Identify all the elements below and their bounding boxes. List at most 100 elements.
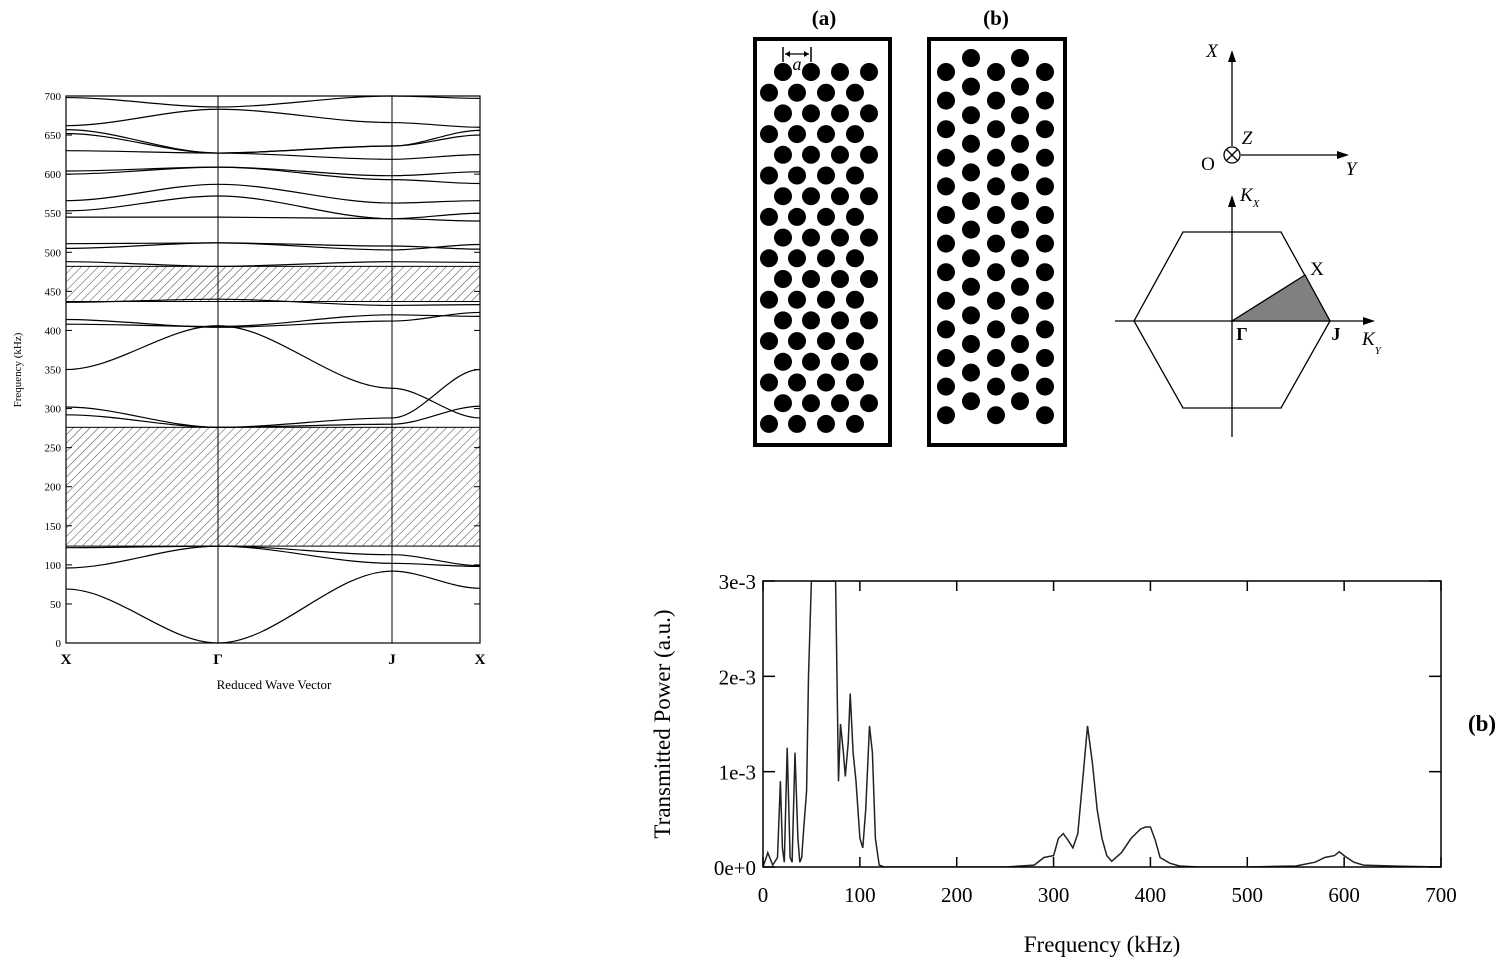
lattice-hole [937,291,955,310]
axis-x-label: X [1205,41,1219,62]
band-gap-1 [65,426,481,547]
lattice-hole [760,373,778,392]
lattice-hole [937,91,955,110]
transmission-ylabel: Transmitted Power (a.u.) [650,609,675,838]
lattice-hole [1036,120,1054,139]
ky-axis-label: KY [1361,329,1383,357]
lattice-hole [937,63,955,81]
lattice-hole [831,352,849,371]
transmission-x-tick-label: 0 [758,883,769,907]
lattice-panel-a: (a) a [753,6,892,447]
lattice-hole [962,277,980,296]
lattice-hole [937,406,955,425]
lattice-hole [831,187,849,206]
lattice-hole [802,63,820,81]
lattice-hole [788,207,806,226]
lattice-label-b: (b) [983,6,1009,30]
lattice-hole [1036,91,1054,110]
lattice-hole [760,249,778,268]
lattice-hole [802,187,820,206]
lattice-hole [774,63,792,81]
lattice-hole [788,83,806,102]
band-y-tick-label: 700 [45,91,62,103]
transmission-y-tick-label: 2e-3 [719,665,756,689]
lattice-hole [860,394,878,413]
lattice-hole [760,83,778,102]
lattice-hole [846,373,864,392]
coordinate-axes-diagram: X Y Z O [1201,41,1359,180]
lattice-hole [817,125,835,144]
band-y-tick-label: 650 [45,130,62,142]
band-k-point-label: X [475,652,486,668]
lattice-hole [817,207,835,226]
lattice-hole [817,83,835,102]
lattice-hole [860,187,878,206]
lattice-hole [937,263,955,282]
lattice-hole [1011,220,1029,239]
transmission-plot-frame [762,580,1442,868]
band-y-tick-label: 250 [45,443,62,455]
band-y-tick-label: 300 [45,404,62,416]
lattice-hole [1036,63,1054,81]
band-line-11 [65,242,481,251]
lattice-hole [788,414,806,433]
lattice-hole [987,148,1005,167]
lattice-hole [788,290,806,309]
lattice-hole [987,263,1005,282]
lattice-hole [817,249,835,268]
band-line-5 [65,368,481,428]
band-k-point-lines [217,96,393,643]
band-line-10 [65,261,481,267]
band-line-6 [65,325,481,419]
band-line-13 [66,212,481,220]
band-line-22 [65,95,481,108]
lattice-hole [760,166,778,185]
lattice-hole [937,177,955,196]
lattice-hole [962,106,980,125]
lattice-hole [1011,363,1029,382]
band-xlabel: Reduced Wave Vector [217,677,332,692]
transmission-x-tick-label: 300 [1038,883,1070,907]
lattice-frame-a [753,37,892,447]
lattice-hole [860,352,878,371]
lattice-holes-a [760,63,878,433]
band-gap-2 [65,265,481,303]
lattice-hole [937,234,955,253]
lattice-hole [962,306,980,325]
lattice-hole [987,377,1005,396]
lattice-label-a: (a) [812,6,837,30]
band-y-tick-label: 550 [45,208,62,220]
lattice-hole [1011,192,1029,210]
lattice-hole [962,192,980,210]
lattice-hole [831,145,849,164]
lattice-hole [987,320,1005,339]
lattice-hole [802,352,820,371]
lattice-hole [802,228,820,247]
lattice-hole [831,63,849,81]
lattice-hole [987,234,1005,253]
lattice-hole [860,270,878,288]
transmission-y-tick-label: 1e-3 [719,761,756,785]
lattice-hole [962,249,980,268]
band-line-19 [65,132,481,154]
lattice-hole [1011,134,1029,153]
lattice-hole [987,63,1005,81]
lattice-hole [802,270,820,288]
transmission-y-ticks: 0e+0 1e-3 2e-3 3e-3 [714,570,1441,880]
lattice-hole [831,394,849,413]
lattice-hole [962,163,980,182]
lattice-hole [846,414,864,433]
lattice-hole [1036,406,1054,425]
lattice-hole [846,249,864,268]
lattice-hole [774,394,792,413]
band-y-tick-label: 50 [50,599,62,611]
lattice-hole [774,145,792,164]
lattice-hole [937,349,955,367]
lattice-hole [1036,377,1054,396]
band-line-4 [65,405,481,428]
band-y-tick-label: 400 [45,325,62,337]
lattice-hole [802,311,820,330]
lattice-hole [802,145,820,164]
lattice-hole [1036,349,1054,367]
